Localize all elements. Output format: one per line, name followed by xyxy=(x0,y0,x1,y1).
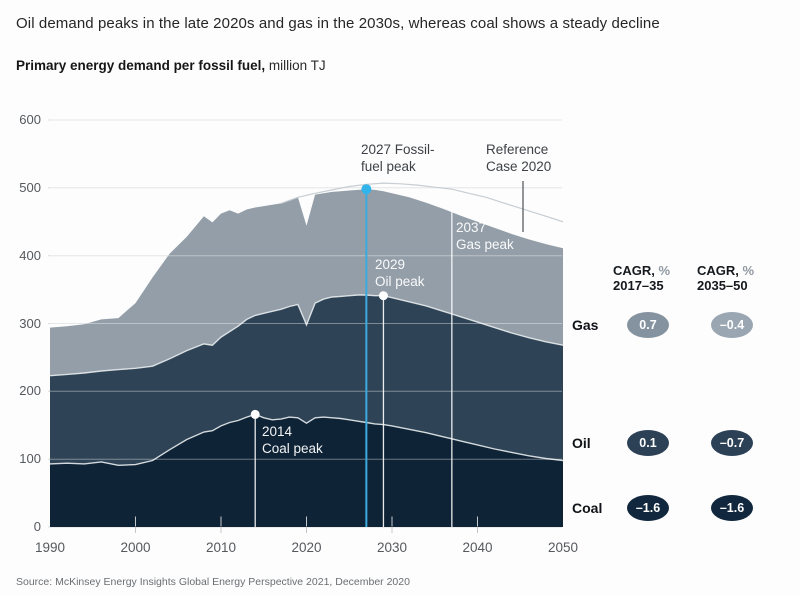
annotation-line: Gas peak xyxy=(456,237,514,252)
y-axis-label: 100 xyxy=(19,451,41,467)
annotation-line: 2029 xyxy=(375,257,406,272)
annotation-line: Reference xyxy=(486,142,549,157)
annotation-line: fuel peak xyxy=(361,159,416,174)
annotation-fossil-fuel-peak: 2027 Fossil- fuel peak xyxy=(361,141,435,175)
annotation-coal-peak: 2014 Coal peak xyxy=(262,423,323,457)
y-axis-label: 500 xyxy=(19,179,41,195)
chart-subtitle: Primary energy demand per fossil fuel, m… xyxy=(16,58,326,73)
x-axis-label: 2020 xyxy=(291,540,322,555)
y-axis-label: 200 xyxy=(19,383,41,399)
x-axis-label: 2030 xyxy=(376,540,408,555)
annotation-line: Case 2020 xyxy=(486,159,552,174)
cagr-pill-gas-2: –0.4 xyxy=(711,312,753,338)
cagr-header-2035-50: CAGR, % 2035–50 xyxy=(697,263,754,293)
subtitle-units: million TJ xyxy=(265,58,326,73)
annotation-line: 2014 xyxy=(262,424,293,439)
page-title: Oil demand peaks in the late 2020s and g… xyxy=(16,15,660,32)
y-axis-label: 0 xyxy=(33,519,41,534)
subtitle-bold: Primary energy demand per fossil fuel, xyxy=(16,58,266,73)
y-axis-label: 300 xyxy=(19,315,41,331)
cagr-title: CAGR, xyxy=(613,263,655,278)
annotation-oil-peak: 2029 Oil peak xyxy=(375,256,425,290)
annotation-reference-case: Reference Case 2020 xyxy=(486,141,551,175)
cagr-pill-oil-2: –0.7 xyxy=(711,430,753,456)
cagr-title: CAGR, xyxy=(697,263,739,278)
cagr-pill-coal-2: –1.6 xyxy=(711,495,753,521)
legend-label-gas: Gas xyxy=(572,317,599,333)
cagr-pill-oil-1: 0.1 xyxy=(627,430,669,456)
x-axis-label: 2050 xyxy=(547,540,579,555)
source-note: Source: McKinsey Energy Insights Global … xyxy=(16,576,410,588)
y-axis-label: 400 xyxy=(19,247,41,263)
legend-label-oil: Oil xyxy=(572,435,591,451)
cagr-pct: % xyxy=(738,263,755,278)
cagr-pill-gas-1: 0.7 xyxy=(627,312,669,338)
legend-label-coal: Coal xyxy=(572,500,603,516)
x-axis-label: 2040 xyxy=(462,540,493,555)
annotation-line: 2037 xyxy=(456,220,487,235)
x-axis-label: 2010 xyxy=(205,540,237,555)
cagr-range: 2035–50 xyxy=(697,278,748,293)
cagr-pill-coal-1: –1.6 xyxy=(627,495,669,521)
cagr-range: 2017–35 xyxy=(613,278,664,293)
y-axis-label: 600 xyxy=(19,112,41,127)
x-axis-label: 2000 xyxy=(120,540,151,555)
cagr-header-2017-35: CAGR, % 2017–35 xyxy=(613,263,670,293)
annotation-gas-peak: 2037 Gas peak xyxy=(456,219,514,253)
annotation-line: 2027 Fossil- xyxy=(361,142,435,157)
cagr-pct: % xyxy=(654,263,671,278)
annotation-line: Coal peak xyxy=(262,441,323,456)
x-axis-label: 1990 xyxy=(34,540,66,555)
annotation-line: Oil peak xyxy=(375,274,425,289)
